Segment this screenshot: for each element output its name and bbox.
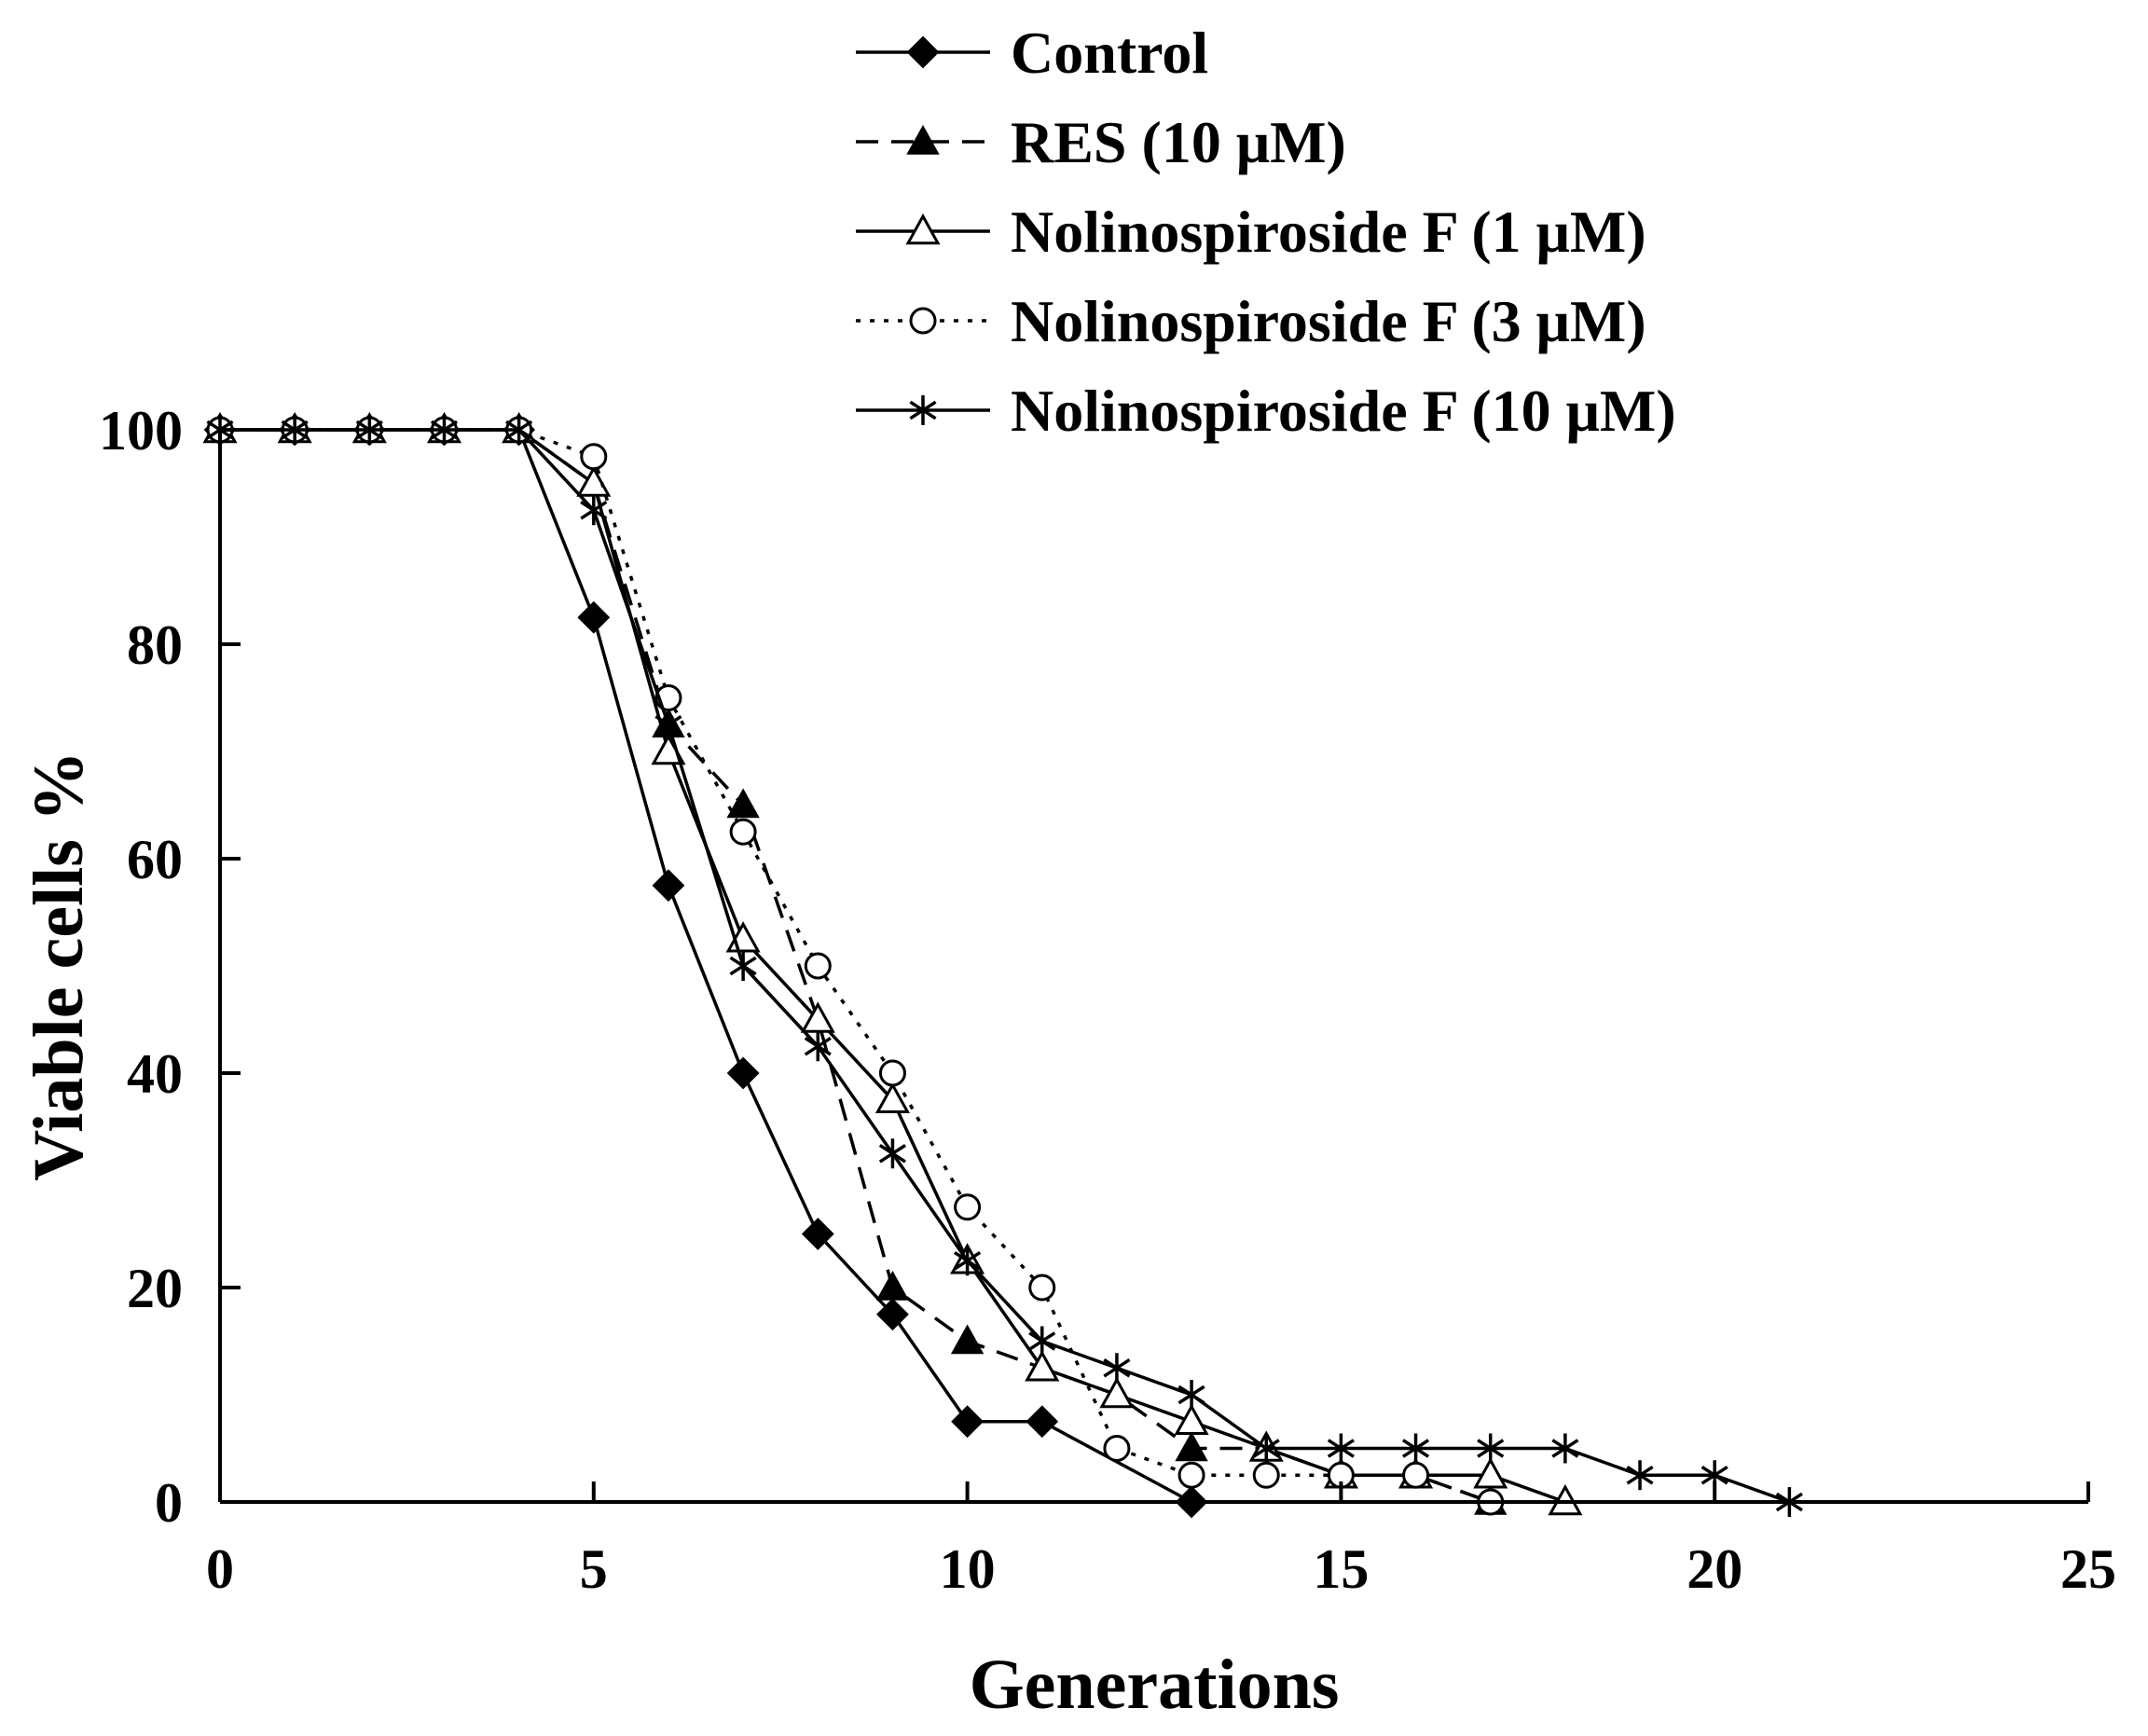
data-point <box>1177 1380 1205 1410</box>
data-point <box>726 1056 760 1090</box>
data-point <box>1402 1433 1430 1464</box>
data-point <box>726 788 760 819</box>
data-point <box>729 818 757 846</box>
legend-label: Nolinospiroside F (3 μM) <box>1011 288 1646 354</box>
legend: Control RES (10 μM) Nolinospiroside F (1 μ… <box>856 20 1676 444</box>
data-point <box>878 1138 906 1169</box>
series-1 <box>203 412 1508 1515</box>
legend-label: Nolinospiroside F (10 μM) <box>1011 378 1676 444</box>
series-line <box>220 428 1492 1504</box>
y-axis-title: Viable cells % <box>20 751 98 1181</box>
data-point <box>1028 1274 1056 1302</box>
legend-label: Control <box>1011 20 1208 86</box>
data-point <box>954 1193 982 1221</box>
data-point <box>1026 1405 1059 1439</box>
data-point <box>1177 1461 1205 1489</box>
series-line <box>220 428 1566 1504</box>
series-line <box>220 428 1790 1504</box>
data-point <box>580 443 608 471</box>
y-tick-label: 20 <box>127 1258 183 1319</box>
data-point <box>1252 1461 1280 1489</box>
legend-item: Nolinospiroside F (10 μM) <box>856 378 1676 444</box>
legend-item: Nolinospiroside F (3 μM) <box>856 288 1646 354</box>
data-point <box>576 465 612 497</box>
data-point <box>652 869 685 902</box>
legend-marker <box>909 395 937 425</box>
data-point <box>1626 1460 1654 1491</box>
y-tick-label: 0 <box>155 1472 183 1534</box>
series-4 <box>206 415 1803 1517</box>
x-axis-title: Generations <box>970 1646 1340 1724</box>
y-tick-label: 40 <box>127 1043 183 1105</box>
legend-marker <box>906 124 940 155</box>
x-tick-label: 5 <box>580 1538 608 1600</box>
data-point <box>580 495 608 526</box>
legend-item: Control <box>856 20 1208 86</box>
data-point <box>951 1405 984 1439</box>
data-point <box>430 415 459 445</box>
data-point <box>1174 1403 1209 1436</box>
series-layer <box>202 411 1803 1519</box>
data-point <box>1099 1376 1135 1409</box>
data-point <box>954 1246 982 1276</box>
legend-marker <box>909 307 937 335</box>
data-point <box>654 710 682 740</box>
series-3 <box>206 416 1505 1516</box>
x-tick-label: 25 <box>2060 1538 2116 1600</box>
data-point <box>505 415 533 445</box>
x-tick-label: 10 <box>940 1538 996 1600</box>
x-tick-label: 0 <box>206 1538 234 1600</box>
series-0 <box>203 413 1208 1519</box>
data-point <box>801 1218 834 1250</box>
data-point <box>1175 1431 1208 1462</box>
data-point <box>577 600 611 634</box>
data-point <box>1028 1326 1056 1357</box>
data-point <box>878 1059 906 1087</box>
legend-item: Nolinospiroside F (1 μM) <box>856 199 1646 265</box>
data-point <box>1477 1433 1505 1464</box>
data-point <box>1025 1350 1060 1382</box>
data-point <box>1402 1461 1430 1489</box>
y-tick-label: 100 <box>99 400 183 462</box>
series-2 <box>202 411 1583 1516</box>
series-line <box>220 428 1492 1504</box>
data-point <box>1551 1433 1579 1464</box>
data-point <box>950 1324 984 1355</box>
ticks: 0 5 10 15 20 25 0 20 40 60 80 100 <box>99 400 2116 1600</box>
legend-marker <box>905 213 941 245</box>
data-point <box>874 1082 910 1114</box>
x-tick-label: 20 <box>1687 1538 1742 1600</box>
data-point <box>876 1298 909 1331</box>
axes <box>218 430 2088 1504</box>
data-point <box>1103 1435 1131 1462</box>
x-tick-label: 15 <box>1313 1538 1369 1600</box>
data-point <box>1103 1353 1131 1384</box>
y-tick-label: 80 <box>127 614 183 676</box>
data-point <box>1252 1433 1280 1464</box>
legend-item: RES (10 μM) <box>856 109 1346 175</box>
legend-label: Nolinospiroside F (1 μM) <box>1011 199 1646 265</box>
data-point <box>1327 1433 1355 1464</box>
data-point <box>729 951 757 981</box>
data-point <box>804 1031 832 1062</box>
legend-marker <box>906 35 940 69</box>
data-point <box>281 415 309 445</box>
data-point <box>355 415 383 445</box>
y-tick-label: 60 <box>127 829 183 890</box>
legend-label: RES (10 μM) <box>1011 109 1346 175</box>
data-point <box>1473 1457 1508 1489</box>
data-point <box>804 952 832 980</box>
data-point <box>875 1270 910 1301</box>
